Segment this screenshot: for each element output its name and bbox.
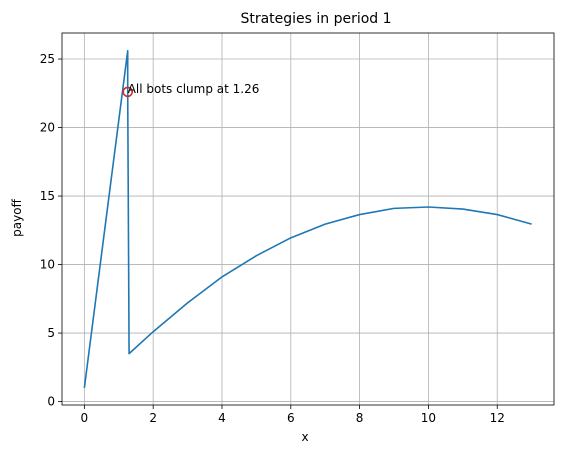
chart-title: Strategies in period 1 <box>240 11 391 27</box>
y-tick-label: 0 <box>47 395 55 409</box>
annotation-label: All bots clump at 1.26 <box>128 82 260 96</box>
x-tick-label: 2 <box>149 411 157 425</box>
x-tick-label: 10 <box>421 411 436 425</box>
y-tick-label: 20 <box>40 121 55 135</box>
y-axis-label: payoff <box>10 198 24 236</box>
x-axis-label: x <box>301 430 308 444</box>
marker-layer <box>122 86 134 98</box>
y-tick-label: 5 <box>47 326 55 340</box>
payoff-line <box>83 50 532 388</box>
y-tick-label: 15 <box>40 189 55 203</box>
plot-frame <box>61 32 555 406</box>
x-tick-label: 8 <box>356 411 364 425</box>
grid <box>62 33 554 405</box>
x-tick-label: 4 <box>218 411 226 425</box>
ticks: 0 2 4 6 8 10 12 0 5 10 15 20 25 <box>40 52 505 425</box>
clump-marker <box>122 86 134 98</box>
x-tick-label: 6 <box>287 411 295 425</box>
x-tick-label: 0 <box>81 411 89 425</box>
y-tick-label: 10 <box>40 258 55 272</box>
series-layer <box>83 50 532 388</box>
x-tick-label: 12 <box>490 411 505 425</box>
y-tick-label: 25 <box>40 52 55 66</box>
